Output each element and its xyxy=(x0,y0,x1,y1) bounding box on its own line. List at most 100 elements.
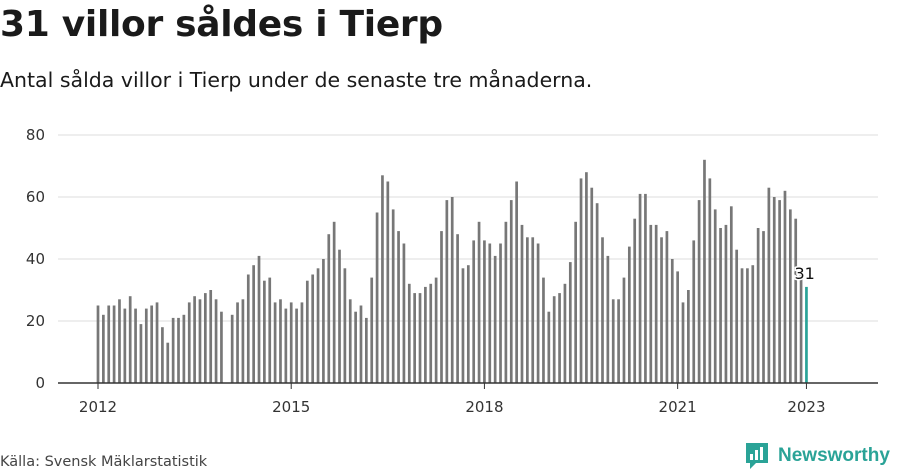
bar xyxy=(456,234,459,383)
bar xyxy=(568,262,572,383)
bar xyxy=(246,274,250,383)
bar xyxy=(402,243,406,383)
bar xyxy=(263,280,266,383)
bar xyxy=(418,293,422,383)
bar xyxy=(177,317,180,383)
bar xyxy=(273,302,277,383)
bar xyxy=(461,268,465,383)
bar xyxy=(493,255,497,383)
bar xyxy=(397,231,400,383)
bar xyxy=(230,314,234,383)
bar xyxy=(504,221,508,383)
bar xyxy=(547,311,551,383)
bar xyxy=(252,265,255,383)
bar xyxy=(563,283,567,383)
bar xyxy=(676,271,679,383)
bar xyxy=(413,293,416,383)
bar xyxy=(681,302,685,383)
bar xyxy=(102,314,105,383)
bar xyxy=(434,277,438,383)
bar xyxy=(703,159,706,383)
bar xyxy=(622,277,626,383)
bar xyxy=(220,311,223,383)
bar-highlighted xyxy=(805,286,808,383)
bar xyxy=(638,193,642,383)
bar xyxy=(633,218,637,383)
bar xyxy=(450,197,454,383)
bar xyxy=(96,305,100,383)
bar xyxy=(182,314,186,383)
bar xyxy=(595,203,599,383)
bar xyxy=(155,302,159,383)
bar xyxy=(606,255,610,383)
bar xyxy=(407,283,411,383)
bar xyxy=(531,237,535,383)
bar xyxy=(209,290,213,383)
bar xyxy=(601,237,604,383)
bar xyxy=(654,224,658,383)
bar xyxy=(617,299,620,383)
bar xyxy=(472,240,476,383)
bar xyxy=(794,218,798,383)
bar xyxy=(365,317,368,383)
bar xyxy=(241,299,245,383)
bars xyxy=(96,159,808,383)
bar xyxy=(499,243,502,383)
bar xyxy=(316,268,320,383)
bar xyxy=(343,268,347,383)
bar xyxy=(724,224,728,383)
bar xyxy=(359,305,363,383)
bar xyxy=(649,224,653,383)
bar xyxy=(311,274,315,383)
bar xyxy=(670,259,674,383)
bar xyxy=(123,308,127,383)
y-tick-label: 80 xyxy=(26,126,45,144)
bar xyxy=(799,274,803,383)
bar xyxy=(509,200,513,383)
bar xyxy=(520,224,524,383)
bar xyxy=(542,277,545,383)
bar xyxy=(692,240,696,383)
bar xyxy=(354,311,357,383)
bar xyxy=(611,299,615,383)
bar xyxy=(279,299,282,383)
bar xyxy=(440,231,443,383)
bar xyxy=(386,181,390,383)
bar xyxy=(171,317,175,383)
bar xyxy=(445,200,449,383)
brand-link[interactable]: Newsworthy xyxy=(744,441,890,471)
bar xyxy=(161,327,164,383)
bar xyxy=(193,296,196,383)
y-tick-label: 0 xyxy=(35,374,45,392)
bar xyxy=(719,228,722,383)
bar xyxy=(166,342,170,383)
bar xyxy=(289,302,293,383)
bar xyxy=(268,277,272,383)
bar xyxy=(300,302,304,383)
bar xyxy=(144,308,148,383)
bar xyxy=(751,265,755,383)
source-note: Källa: Svensk Mäklarstatistik xyxy=(0,454,208,470)
bar xyxy=(515,181,518,383)
bar xyxy=(788,209,792,383)
bar xyxy=(762,231,765,383)
bar xyxy=(391,209,395,383)
bar xyxy=(713,209,717,383)
chart-title: 31 villor såldes i Tierp xyxy=(0,4,443,45)
x-tick-label: 2023 xyxy=(787,398,825,416)
bar xyxy=(740,268,744,383)
bar xyxy=(381,175,384,383)
bar xyxy=(257,255,261,383)
x-tick-label: 2012 xyxy=(79,398,117,416)
bar xyxy=(772,197,776,383)
bar xyxy=(198,299,202,383)
bar xyxy=(375,212,379,383)
bar xyxy=(590,187,594,383)
bar xyxy=(187,302,191,383)
bar xyxy=(536,243,540,383)
x-tick-label: 2015 xyxy=(272,398,310,416)
bar xyxy=(627,246,631,383)
bar xyxy=(466,265,470,383)
bar xyxy=(322,259,325,383)
bar xyxy=(579,178,583,383)
